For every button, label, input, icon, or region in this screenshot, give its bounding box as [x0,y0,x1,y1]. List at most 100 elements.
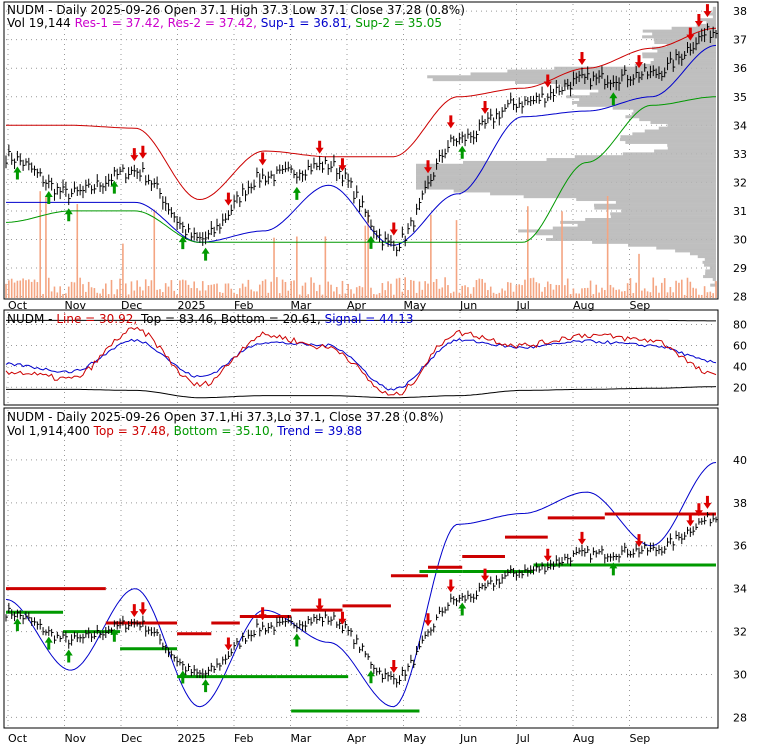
volume-bar [370,287,372,298]
volume-bar [669,286,672,298]
trend-line [5,462,717,708]
volume-bar [85,291,87,298]
volume-profile-bar [642,35,716,39]
volume-bar [338,294,341,298]
up-arrow-icon [201,247,210,261]
volume-bar [179,280,181,298]
volume-profile-bar [416,175,716,179]
volume-bar [475,280,478,298]
volume-bar [424,281,426,298]
volume-bar [478,278,481,298]
volume-bar [96,292,99,298]
volume-profile-bar [675,249,716,253]
volume-bar [330,284,332,298]
volume-bar [236,294,238,298]
volume-bar [87,281,90,298]
volume-bar [133,290,136,298]
volume-bar [307,294,310,298]
volume-bar [621,291,623,298]
x-tick-bottom-2025: 2025 [178,732,206,745]
down-arrow-icon [338,611,347,625]
volume-bar [5,283,7,298]
volume-bar [221,292,224,298]
volume-profile-bar [566,95,716,99]
oscillator-header: NUDM - Line = 30.92, Top = 83.46, Bottom… [7,312,414,326]
volume-bar [13,282,16,298]
volume-profile-bar [650,61,716,65]
volume-profile-bar [560,83,716,87]
volume-bar [156,289,158,298]
volume-bar [444,277,446,298]
volume-profile-bar [416,183,716,187]
y-tick-oscillator-60: 60 [733,339,747,352]
down-arrow-icon [694,13,703,27]
down-arrow-icon [258,152,267,166]
volume-bar [418,281,421,298]
volume-bar [335,286,338,298]
down-arrow-icon [703,495,712,509]
volume-bar [273,237,275,298]
volume-profile-bar [653,58,716,62]
volume-bar [130,281,133,298]
volume-profile-bar [592,240,716,244]
down-arrow-icon [446,579,455,593]
osc-bottom-line [6,386,717,399]
volume-bar [116,289,119,298]
volume-bar [404,277,406,298]
volume-bar [552,289,555,298]
volume-bar [70,281,73,298]
volume-profile-bar [667,123,716,127]
volume-bar [39,191,42,298]
volume-bar [10,278,13,298]
volume-bar [683,294,686,298]
up-arrow-icon [13,618,22,632]
volume-bar [187,284,190,298]
volume-bar [79,277,81,298]
volume-bar [284,281,287,298]
down-arrow-icon [389,222,398,236]
down-arrow-icon [389,659,398,673]
x-tick-bottom-May: May [404,732,427,745]
volume-profile-bar [705,272,716,276]
volume-bar [515,285,518,298]
volume-bar [398,277,401,298]
volume-bar [612,287,615,298]
volume-bar [147,286,150,298]
down-arrow-icon [577,52,586,66]
volume-bar [532,277,535,298]
volume-bar [298,294,301,298]
volume-profile-bar [568,86,716,90]
y-tick-price-29: 29 [733,262,747,275]
volume-profile-bar [709,266,716,270]
up-arrow-icon [178,236,187,250]
volume-bar [90,287,93,298]
volume-bar [469,293,472,298]
bands-header-line1: NUDM - Daily 2025-09-26 Open 37.1,Hi 37.… [7,410,444,424]
volume-bar [703,286,706,298]
volume-profile-bar [552,235,716,239]
volume-profile-bar [625,140,716,144]
volume-bar [700,294,703,298]
volume-bar [53,286,56,298]
volume-bar [82,284,84,298]
volume-profile-bar [554,66,716,70]
volume-bar [472,287,475,298]
volume-profile-bar [560,220,716,224]
volume-bar [586,287,589,298]
volume-profile-bar [574,155,716,159]
volume-profile-bar [416,172,716,176]
volume-bar [618,289,620,298]
volume-bar [689,281,692,298]
volume-bar [153,209,156,298]
volume-bar [65,293,67,298]
volume-bar [201,281,204,298]
volume-bar [501,288,503,298]
x-tick-bottom-Aug: Aug [573,732,594,745]
down-arrow-icon [130,604,139,618]
y-tick-price-30: 30 [733,233,747,246]
volume-bar [549,283,552,298]
volume-bar [333,291,335,298]
volume-bar [712,293,714,298]
volume-bar [250,289,253,298]
volume-bar [16,280,19,298]
